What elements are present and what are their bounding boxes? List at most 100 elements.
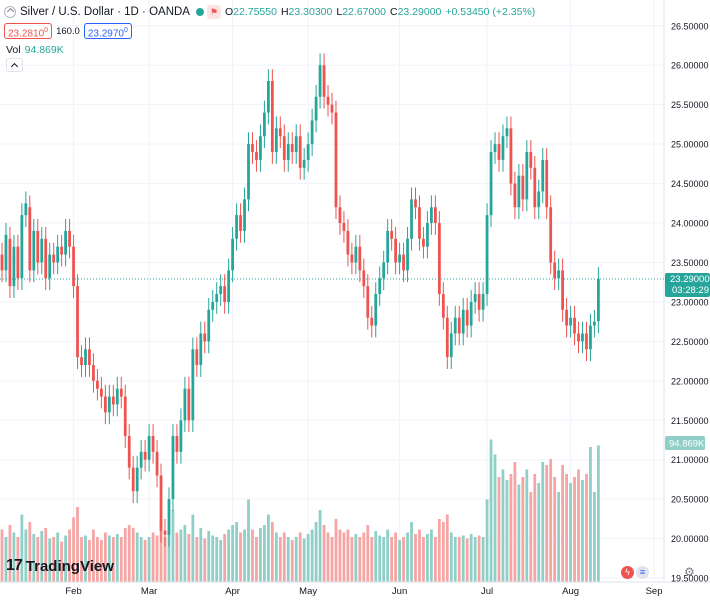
candle-body: [573, 317, 576, 334]
volume-legend[interactable]: Vol 94.869K: [6, 44, 64, 56]
candle-body: [179, 420, 183, 452]
buy-price-button[interactable]: 23.29700: [83, 23, 132, 39]
volume-bar: [195, 537, 199, 582]
volume-bar: [346, 529, 350, 582]
candle-body: [374, 294, 378, 326]
volume-bar: [358, 537, 362, 582]
candle-body: [203, 333, 207, 342]
volume-bar: [318, 510, 322, 582]
candle-body: [270, 81, 274, 153]
volume-bar: [501, 469, 505, 582]
last-price-value: 23.29000: [670, 274, 710, 285]
candle-body: [56, 246, 60, 263]
candle-body: [430, 207, 433, 224]
candle-body: [493, 144, 497, 153]
candle-body: [477, 294, 481, 310]
volume-bar: [16, 537, 20, 582]
candle-body: [286, 144, 290, 160]
time-tick-label: Jul: [481, 586, 493, 597]
price-axis[interactable]: 26.50000 26.00000 25.50000 25.00000 24.50000…: [671, 21, 709, 583]
market-status-dot-icon: [195, 8, 204, 16]
volume-bar: [52, 537, 56, 582]
volume-bar: [334, 519, 338, 582]
candle-body: [40, 238, 44, 263]
dividend-event-icon[interactable]: ϟ: [621, 566, 634, 579]
volume-bar: [103, 532, 107, 582]
volume-bar: [76, 507, 79, 582]
candle-body: [418, 207, 421, 239]
volume-bar: [263, 525, 266, 582]
volume-bar: [20, 514, 24, 582]
volume-bar: [270, 522, 274, 582]
volume-bar: [473, 537, 477, 582]
volume-bar: [430, 529, 433, 582]
volume-bar: [593, 492, 596, 582]
candle-body: [290, 144, 294, 153]
candle-body: [223, 286, 227, 302]
candle-body: [8, 238, 12, 287]
close-value: 23.29000: [397, 6, 442, 18]
volume-bar: [111, 537, 115, 582]
candle-body: [219, 286, 223, 295]
collapse-legend-icon[interactable]: [4, 6, 16, 18]
volume-bar: [282, 532, 286, 582]
candle-body: [92, 365, 95, 381]
price-tick-label: 22.00000: [671, 376, 709, 386]
candle-body: [227, 270, 231, 302]
candle-body: [187, 388, 191, 421]
candle-body: [541, 159, 545, 192]
candle-body: [422, 238, 425, 247]
tradingview-wordmark: TradingView: [25, 557, 114, 575]
volume-bar: [422, 537, 425, 582]
volume-bar: [521, 477, 525, 582]
volume-bar: [274, 532, 278, 582]
candle-body: [247, 144, 250, 200]
volume-bar: [362, 532, 366, 582]
volume-bar: [255, 537, 258, 582]
volume-bar: [330, 537, 334, 582]
candle-body: [366, 286, 370, 318]
candle-body: [80, 357, 83, 366]
sell-price-button[interactable]: 23.28100: [4, 23, 53, 39]
flag-symbol-icon[interactable]: ⚑: [206, 5, 221, 19]
volume-bar: [573, 477, 576, 582]
volume-bar: [445, 514, 449, 582]
candle-body: [215, 294, 219, 302]
candle-body: [525, 152, 529, 200]
chart-settings-gear-icon[interactable]: ⚙: [684, 565, 695, 579]
low-value: 22.67000: [342, 6, 386, 18]
candle-body: [485, 215, 489, 295]
change-value: +0.53450 (+2.35%): [445, 6, 536, 18]
candle-body: [322, 65, 326, 97]
volume-bar: [179, 529, 183, 582]
volume-bar: [36, 537, 40, 582]
volume-bar: [211, 535, 215, 582]
volume-bar: [88, 540, 91, 582]
economic-event-flag-icon[interactable]: ≡: [636, 566, 649, 579]
volume-bar: [565, 474, 568, 582]
tradingview-logo[interactable]: 17 TradingView: [6, 557, 114, 575]
candle-body: [119, 388, 123, 397]
candle-body: [330, 104, 334, 113]
expand-indicators-icon[interactable]: [6, 58, 23, 72]
time-axis[interactable]: Feb Mar Apr May Jun Jul Aug Sep: [65, 586, 662, 597]
candles: [0, 53, 600, 547]
volume-bar: [56, 532, 60, 582]
candle-body: [191, 349, 195, 421]
candle-body: [553, 262, 557, 279]
symbol-title[interactable]: Silver / U.S. Dollar · 1D · OANDA: [20, 6, 190, 18]
volume-bar: [123, 528, 127, 582]
candle-body: [96, 380, 99, 389]
volume-bar: [453, 537, 457, 582]
candle-body: [0, 254, 4, 271]
candle-body: [394, 238, 398, 263]
candle-body: [16, 246, 20, 279]
candle-body: [529, 152, 533, 168]
candle-body: [20, 215, 24, 279]
volume-bar: [12, 532, 16, 582]
candle-body: [465, 309, 469, 326]
candle-body: [350, 254, 354, 263]
volume-bar: [298, 532, 302, 582]
volume-bar: [251, 529, 254, 582]
